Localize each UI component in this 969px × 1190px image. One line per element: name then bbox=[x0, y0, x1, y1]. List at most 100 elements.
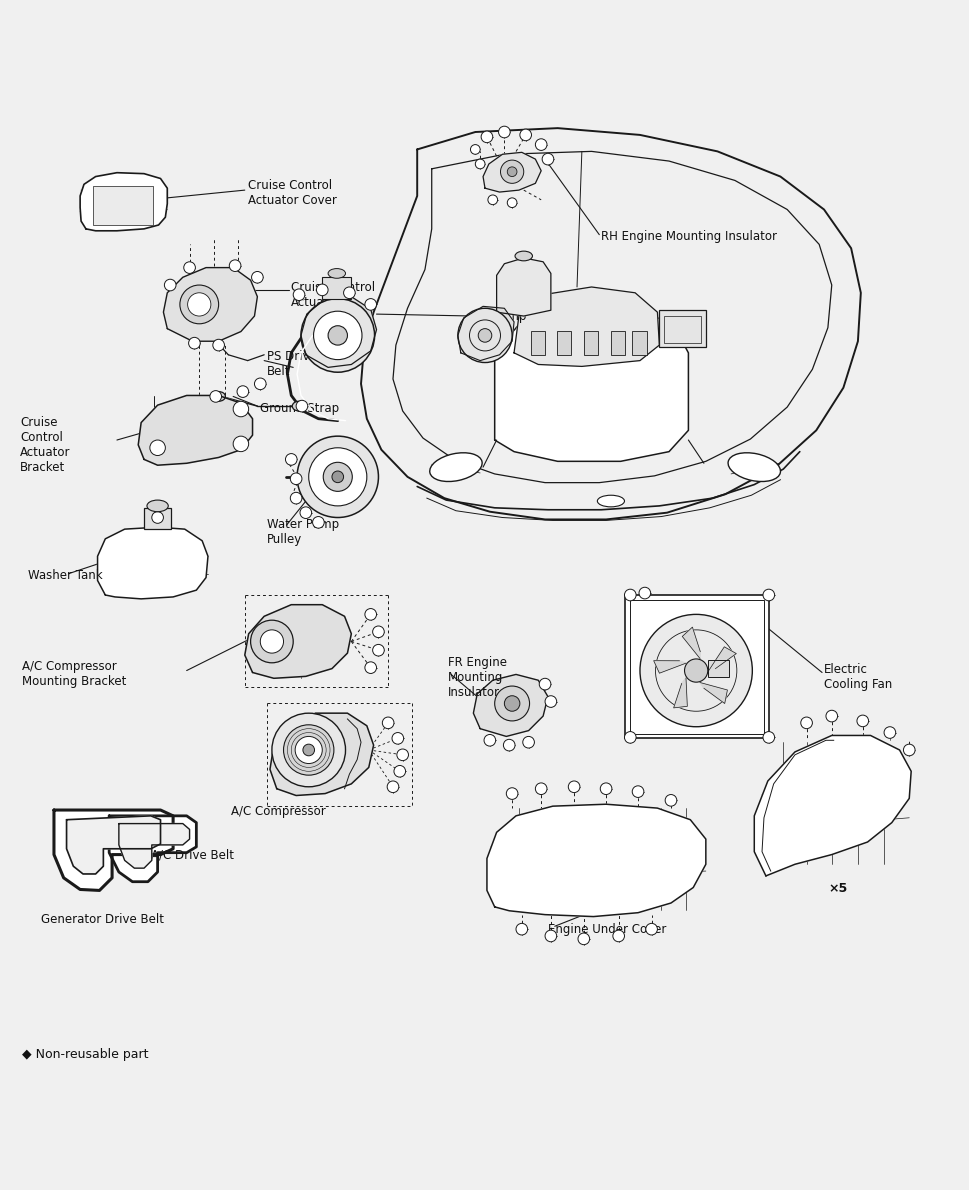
Text: Generator Drive Belt: Generator Drive Belt bbox=[42, 913, 164, 926]
Circle shape bbox=[391, 733, 403, 744]
Circle shape bbox=[500, 161, 523, 183]
Circle shape bbox=[504, 696, 519, 712]
Polygon shape bbox=[119, 823, 189, 869]
Text: Cruise Control
Actuator: Cruise Control Actuator bbox=[291, 281, 375, 308]
Circle shape bbox=[393, 765, 405, 777]
Circle shape bbox=[293, 289, 304, 301]
Circle shape bbox=[519, 129, 531, 140]
Bar bbox=[632, 331, 646, 355]
Circle shape bbox=[484, 734, 495, 746]
Ellipse shape bbox=[146, 500, 168, 512]
Circle shape bbox=[343, 287, 355, 299]
Ellipse shape bbox=[328, 269, 345, 278]
Text: Electric
Cooling Fan: Electric Cooling Fan bbox=[823, 663, 891, 691]
Circle shape bbox=[285, 453, 297, 465]
Text: A/C Compressor: A/C Compressor bbox=[231, 804, 326, 818]
Bar bbox=[630, 600, 764, 733]
Circle shape bbox=[387, 781, 398, 793]
Text: Engine Under Cover: Engine Under Cover bbox=[547, 922, 666, 935]
Circle shape bbox=[149, 440, 165, 456]
Circle shape bbox=[364, 608, 376, 620]
Text: ×5: ×5 bbox=[828, 882, 847, 895]
Circle shape bbox=[800, 718, 812, 728]
Circle shape bbox=[478, 328, 491, 343]
Circle shape bbox=[295, 737, 322, 764]
Polygon shape bbox=[244, 605, 351, 678]
Bar bbox=[610, 331, 625, 355]
Circle shape bbox=[297, 437, 378, 518]
Circle shape bbox=[632, 785, 643, 797]
Circle shape bbox=[260, 630, 283, 653]
Circle shape bbox=[187, 293, 210, 317]
Circle shape bbox=[183, 262, 195, 274]
Circle shape bbox=[300, 299, 374, 372]
Bar bbox=[583, 331, 598, 355]
Circle shape bbox=[396, 749, 408, 760]
Text: PS Drive
Belt: PS Drive Belt bbox=[266, 351, 317, 378]
Circle shape bbox=[312, 516, 324, 528]
Text: RH Engine Mounting Insulator: RH Engine Mounting Insulator bbox=[601, 230, 776, 243]
Circle shape bbox=[624, 732, 636, 744]
Circle shape bbox=[487, 195, 497, 205]
Circle shape bbox=[308, 447, 366, 506]
Polygon shape bbox=[681, 627, 700, 658]
Bar bbox=[322, 277, 351, 299]
Circle shape bbox=[578, 933, 589, 945]
Polygon shape bbox=[672, 678, 687, 708]
Circle shape bbox=[179, 286, 218, 324]
Polygon shape bbox=[139, 395, 252, 465]
Bar bbox=[707, 660, 729, 677]
Circle shape bbox=[328, 326, 347, 345]
Bar bbox=[556, 331, 571, 355]
Circle shape bbox=[507, 198, 516, 207]
Circle shape bbox=[600, 783, 611, 795]
Circle shape bbox=[290, 493, 301, 503]
Circle shape bbox=[498, 126, 510, 138]
Text: A/C Compressor
Mounting Bracket: A/C Compressor Mounting Bracket bbox=[22, 660, 126, 689]
Polygon shape bbox=[163, 268, 257, 342]
Polygon shape bbox=[708, 647, 735, 670]
Text: A/C Drive Belt: A/C Drive Belt bbox=[150, 848, 234, 862]
Circle shape bbox=[545, 696, 556, 707]
Polygon shape bbox=[54, 810, 172, 890]
Circle shape bbox=[372, 645, 384, 656]
Circle shape bbox=[364, 662, 376, 674]
Polygon shape bbox=[486, 804, 705, 916]
Circle shape bbox=[299, 507, 311, 519]
Circle shape bbox=[507, 167, 516, 176]
Polygon shape bbox=[700, 683, 727, 703]
Circle shape bbox=[254, 378, 266, 389]
Circle shape bbox=[151, 512, 163, 524]
Polygon shape bbox=[483, 152, 541, 192]
Polygon shape bbox=[653, 660, 685, 674]
Circle shape bbox=[475, 159, 484, 169]
Ellipse shape bbox=[211, 392, 225, 401]
Ellipse shape bbox=[429, 452, 482, 482]
Circle shape bbox=[568, 781, 579, 793]
Circle shape bbox=[372, 626, 384, 638]
Circle shape bbox=[535, 783, 547, 795]
Circle shape bbox=[684, 659, 707, 682]
Ellipse shape bbox=[728, 452, 780, 482]
Ellipse shape bbox=[597, 495, 624, 507]
Circle shape bbox=[825, 710, 836, 722]
Circle shape bbox=[457, 308, 512, 363]
Circle shape bbox=[302, 744, 314, 756]
Bar bbox=[93, 187, 152, 225]
Circle shape bbox=[639, 587, 650, 599]
Circle shape bbox=[624, 589, 636, 601]
Polygon shape bbox=[67, 816, 160, 873]
Circle shape bbox=[313, 312, 361, 359]
Text: PS Pump: PS Pump bbox=[475, 309, 526, 322]
Circle shape bbox=[271, 713, 345, 787]
Bar bbox=[659, 311, 705, 347]
Polygon shape bbox=[494, 306, 688, 462]
Circle shape bbox=[645, 923, 657, 935]
Circle shape bbox=[233, 401, 248, 416]
Circle shape bbox=[233, 437, 248, 452]
Circle shape bbox=[506, 788, 517, 800]
Circle shape bbox=[250, 620, 293, 663]
Circle shape bbox=[283, 725, 333, 775]
Circle shape bbox=[236, 386, 248, 397]
Ellipse shape bbox=[515, 251, 532, 261]
